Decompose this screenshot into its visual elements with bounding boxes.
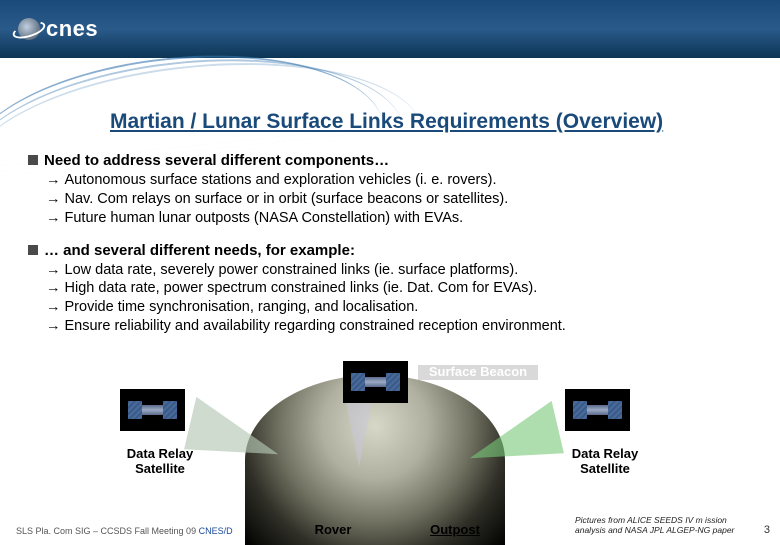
arrow-icon: →	[46, 280, 61, 296]
arrow-icon: →	[46, 299, 61, 315]
footer-text-b: CNES/D	[199, 526, 233, 536]
beam-cone-icon	[345, 397, 373, 467]
heading-text: Need to address several different compon…	[44, 152, 389, 169]
bullet-item: →Nav. Com relays on surface or in orbit …	[46, 190, 752, 209]
arrow-icon: →	[46, 318, 61, 334]
square-bullet-icon	[28, 245, 38, 255]
diagram-label-beacon: Surface Beacon	[418, 365, 538, 380]
slide-title: Martian / Lunar Surface Links Requiremen…	[110, 110, 760, 134]
bullet-item: →Ensure reliability and availability reg…	[46, 317, 752, 336]
header-bar: cnes	[0, 0, 780, 58]
satellite-icon	[565, 389, 630, 431]
square-bullet-icon	[28, 155, 38, 165]
arrow-icon: →	[46, 172, 61, 188]
diagram-label-outpost: Outpost	[420, 523, 490, 538]
page-number: 3	[764, 524, 770, 536]
footer-text-a: SLS Pla. Com SIG – CCSDS Fall Meeting 09	[16, 526, 199, 536]
section-heading: Need to address several different compon…	[28, 152, 752, 169]
footer-credit: Pictures from ALICE SEEDS IV m ission an…	[575, 516, 750, 536]
heading-text: … and several different needs, for examp…	[44, 242, 355, 259]
bullet-item: →Provide time synchronisation, ranging, …	[46, 298, 752, 317]
cnes-logo: cnes	[18, 16, 98, 42]
bullet-item: →Future human lunar outposts (NASA Const…	[46, 209, 752, 228]
bullet-item: →Autonomous surface stations and explora…	[46, 171, 752, 190]
arrow-icon: →	[46, 262, 61, 278]
diagram-label-relay-right: Data Relay Satellite	[560, 447, 650, 477]
arrow-icon: →	[46, 191, 61, 207]
satellite-icon	[343, 361, 408, 403]
surface-links-diagram: Surface Beacon Data Relay Satellite Data…	[125, 365, 625, 535]
content-area: Need to address several different compon…	[28, 152, 752, 336]
satellite-icon	[120, 389, 185, 431]
arrow-icon: →	[46, 210, 61, 226]
section-heading: … and several different needs, for examp…	[28, 242, 752, 259]
diagram-label-rover: Rover	[303, 523, 363, 538]
bullet-item: →High data rate, power spectrum constrai…	[46, 279, 752, 298]
logo-text: cnes	[46, 16, 98, 42]
footer-left: SLS Pla. Com SIG – CCSDS Fall Meeting 09…	[16, 526, 233, 536]
planet-icon	[18, 18, 40, 40]
bullet-item: →Low data rate, severely power constrain…	[46, 261, 752, 280]
diagram-label-relay-left: Data Relay Satellite	[115, 447, 205, 477]
